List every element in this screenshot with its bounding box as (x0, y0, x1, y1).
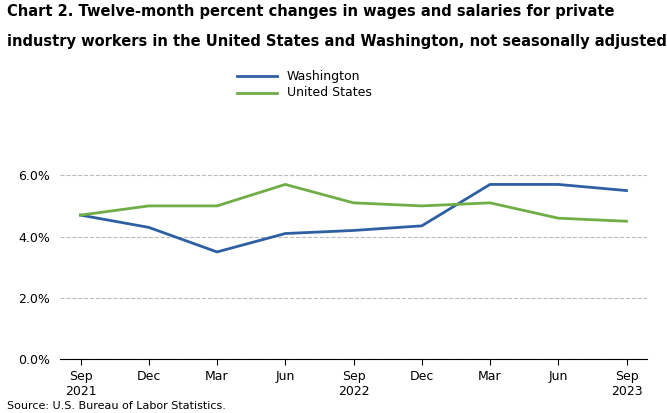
Text: Washington: Washington (287, 70, 360, 83)
United States (554, 216, 562, 221)
Washington (554, 182, 562, 187)
Text: industry workers in the United States and Washington, not seasonally adjusted: industry workers in the United States an… (7, 34, 666, 49)
Washington (418, 223, 426, 228)
Line: United States: United States (81, 185, 626, 221)
Washington (145, 225, 153, 230)
Washington (622, 188, 630, 193)
Line: Washington: Washington (81, 185, 626, 252)
Washington (486, 182, 494, 187)
United States (281, 182, 289, 187)
Text: Source: U.S. Bureau of Labor Statistics.: Source: U.S. Bureau of Labor Statistics. (7, 401, 225, 411)
Washington (77, 213, 85, 218)
United States (486, 200, 494, 205)
United States (418, 204, 426, 209)
United States (213, 204, 221, 209)
Text: United States: United States (287, 86, 372, 100)
Washington (213, 249, 221, 254)
United States (145, 204, 153, 209)
Washington (281, 231, 289, 236)
United States (622, 219, 630, 224)
Washington (350, 228, 358, 233)
United States (350, 200, 358, 205)
Text: Chart 2. Twelve-month percent changes in wages and salaries for private: Chart 2. Twelve-month percent changes in… (7, 4, 614, 19)
United States (77, 213, 85, 218)
